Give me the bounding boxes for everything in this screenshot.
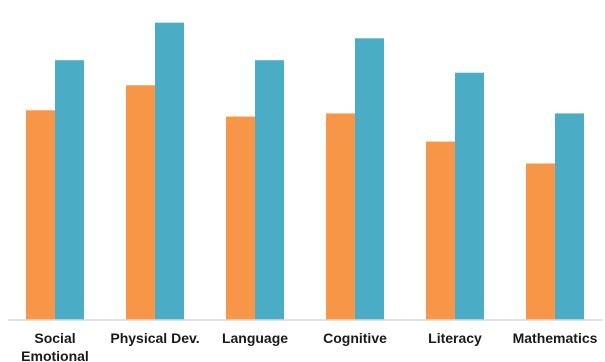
category-label-1-line2: Emotional [21,348,89,362]
category-label-5: Literacy [428,330,482,346]
category-label-1-line1: Social [34,330,75,346]
bar-series1-cat3 [226,116,255,320]
bar-series1-cat4 [326,113,355,320]
bar-series2-cat4 [355,38,384,321]
bar-series2-cat1 [55,60,84,321]
bar-series2-cat3 [255,60,284,321]
category-label-4: Cognitive [323,330,387,346]
bar-series2-cat5 [455,72,484,320]
bar-series1-cat5 [426,141,455,320]
bar-series1-cat1 [26,110,55,320]
category-label-3: Language [222,330,288,346]
bars-group [26,22,584,321]
category-label-6: Mathematics [513,330,598,346]
bar-series1-cat2 [126,85,155,320]
bar-series2-cat6 [555,113,584,320]
category-labels-group: Social Emotional Physical Dev. Language Cogn… [21,330,597,362]
bar-series2-cat2 [155,22,184,321]
bar-series1-cat6 [526,163,555,320]
category-label-2: Physical Dev. [110,330,199,346]
